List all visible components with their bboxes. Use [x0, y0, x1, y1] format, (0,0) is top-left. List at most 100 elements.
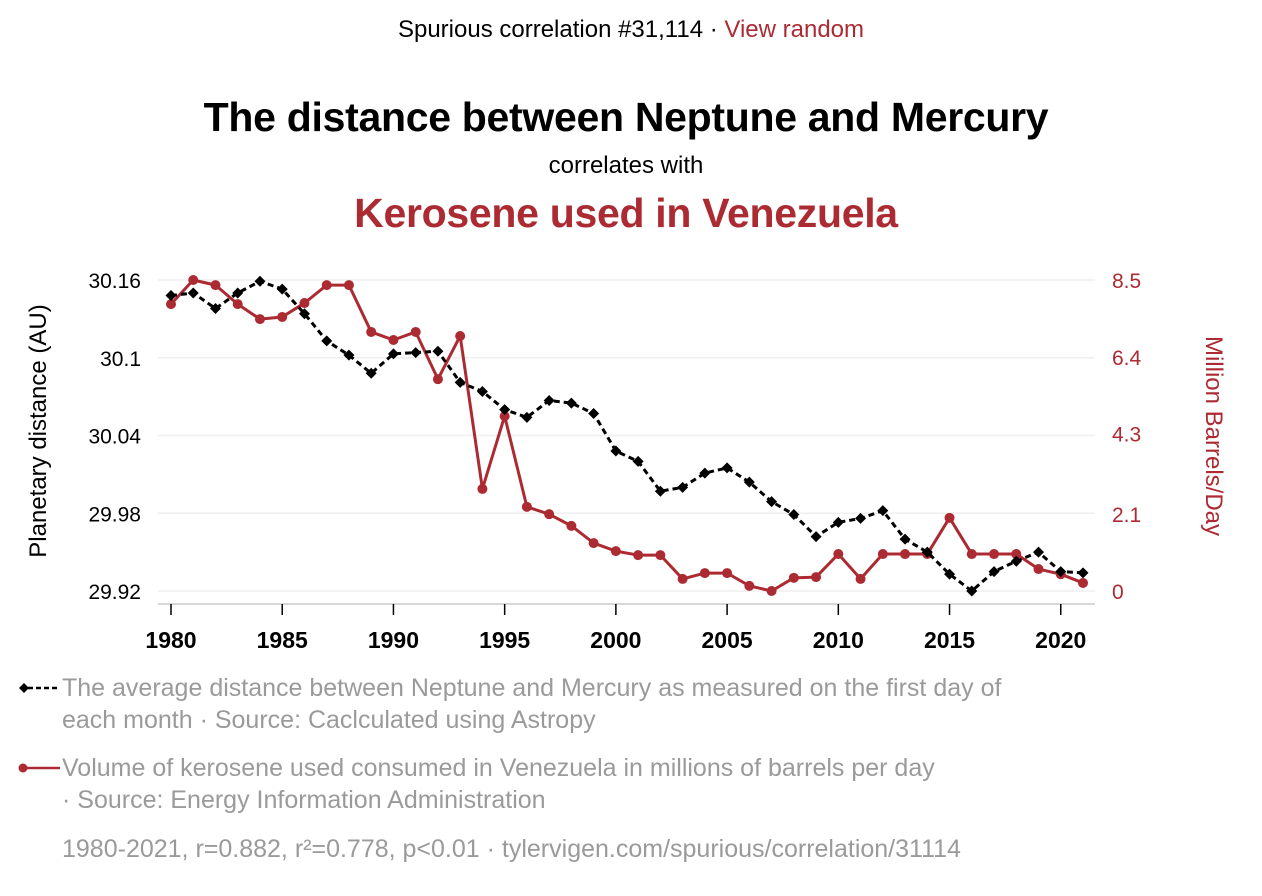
chart-title: The distance between Neptune and Mercury — [203, 94, 1049, 140]
kerosene-point — [410, 326, 421, 337]
distance-point — [610, 445, 622, 457]
kerosene-point — [699, 568, 710, 579]
kerosene-point — [566, 520, 577, 531]
y-axis-left-label: Planetary distance (AU) — [25, 304, 52, 557]
distance-point — [1033, 546, 1045, 558]
distance-point — [1055, 566, 1067, 578]
legend: The average distance between Neptune and… — [14, 672, 1214, 816]
kerosene-point — [1078, 577, 1088, 588]
kerosene-point — [633, 550, 644, 561]
kerosene-point — [388, 335, 399, 346]
kerosene-point — [366, 326, 377, 337]
kerosene-point — [966, 549, 977, 560]
distance-point — [254, 275, 266, 287]
distance-point — [699, 467, 711, 479]
kerosene-point — [744, 580, 755, 591]
kerosene-point — [610, 546, 621, 557]
legend-text-distance-line2: each month · Source: Caclculated using A… — [62, 706, 596, 734]
distance-point — [1077, 567, 1089, 579]
kerosene-point — [432, 374, 443, 385]
kerosene-point — [477, 483, 488, 494]
x-tick-label: 2010 — [813, 627, 864, 653]
y-tick-label-right: 0 — [1112, 581, 1124, 604]
distance-point — [1010, 555, 1022, 567]
kerosene-point — [299, 298, 310, 309]
x-tick-label: 1995 — [479, 627, 530, 653]
kerosene-point — [1033, 564, 1044, 575]
y-tick-label-left: 30.1 — [100, 348, 141, 371]
correlates-text: correlates with — [548, 152, 704, 179]
x-tick-label: 1980 — [145, 627, 196, 653]
circle-solid-line-icon — [18, 763, 60, 773]
distance-point — [855, 512, 867, 524]
distance-point — [365, 367, 377, 379]
legend-item-kerosene[interactable]: Volume of kerosene used consumed in Vene… — [14, 752, 1214, 816]
top-line: Spurious correlation #31,114 · View rand… — [0, 15, 1262, 45]
correlation-number: Spurious correlation #31,114 · — [397, 16, 725, 43]
distance-point — [632, 455, 644, 467]
kerosene-point — [989, 549, 1000, 560]
distance-point — [810, 531, 822, 543]
kerosene-point — [455, 330, 466, 341]
distance-point — [766, 496, 778, 508]
kerosene-point — [677, 573, 688, 584]
legend-text-kerosene-line2: · Source: Energy Information Administrat… — [62, 786, 546, 814]
distance-point — [832, 516, 844, 528]
distance-point — [387, 348, 399, 360]
chart: 30.16 30.1 30.04 29.98 29.92 8.5 6.4 4.3 2.1 0 1… — [25, 270, 1227, 653]
distance-point — [321, 335, 333, 347]
kerosene-point — [944, 512, 955, 523]
diamond-dashed-line-icon — [19, 683, 60, 693]
y-tick-label-left: 29.92 — [88, 581, 141, 604]
x-axis-ticks: 1980 1985 1990 1995 2000 2005 2010 2015 2020 — [145, 604, 1086, 653]
y-axis-left-ticks: 30.16 30.1 30.04 29.98 29.92 — [88, 270, 141, 604]
legend-text-kerosene-line1: Volume of kerosene used consumed in Vene… — [62, 754, 935, 782]
distance-point — [677, 481, 689, 493]
distance-line — [170, 279, 1084, 593]
distance-point — [921, 546, 933, 558]
x-tick-label: 2005 — [702, 627, 753, 653]
distance-point — [476, 385, 488, 397]
chart-subtitle: Kerosene used in Venezuela — [354, 190, 898, 236]
y-tick-label-right: 2.1 — [1112, 504, 1141, 527]
distance-point — [944, 568, 956, 580]
distance-point — [588, 407, 600, 419]
kerosene-point — [321, 280, 332, 291]
kerosene-point — [521, 501, 532, 512]
kerosene-point — [1011, 549, 1022, 560]
kerosene-point — [166, 299, 176, 310]
series-distance — [165, 275, 1089, 597]
view-random-link[interactable]: View random — [724, 16, 865, 43]
distance-point — [988, 566, 1000, 578]
kerosene-point — [254, 314, 265, 325]
y-tick-label-right: 4.3 — [1112, 424, 1141, 447]
distance-point — [499, 404, 511, 416]
kerosene-point — [499, 411, 510, 422]
kerosene-point — [766, 586, 777, 596]
distance-point — [521, 411, 533, 423]
distance-point — [410, 347, 422, 359]
kerosene-point — [877, 549, 888, 560]
legend-item-distance[interactable]: The average distance between Neptune and… — [14, 672, 1214, 736]
kerosene-point — [232, 299, 243, 310]
distance-point — [743, 476, 755, 488]
kerosene-point — [722, 568, 733, 579]
distance-point — [432, 345, 444, 357]
kerosene-point — [900, 549, 911, 560]
stats-footer: 1980-2021, r=0.882, r²=0.778, p<0.01 · t… — [62, 835, 961, 863]
y-tick-label-right: 6.4 — [1112, 347, 1142, 370]
kerosene-point — [655, 550, 666, 561]
distance-point — [343, 349, 355, 361]
distance-point — [654, 485, 666, 497]
gridlines — [158, 279, 1095, 592]
x-tick-label: 1985 — [257, 627, 308, 653]
kerosene-point — [544, 509, 555, 520]
distance-point — [966, 585, 978, 597]
distance-point — [454, 376, 466, 388]
x-tick-label: 2015 — [924, 627, 975, 653]
distance-point — [877, 505, 889, 517]
distance-point — [298, 308, 310, 320]
y-tick-label-left: 30.04 — [88, 426, 141, 449]
y-tick-label-left: 29.98 — [88, 503, 141, 526]
kerosene-point — [855, 573, 866, 584]
